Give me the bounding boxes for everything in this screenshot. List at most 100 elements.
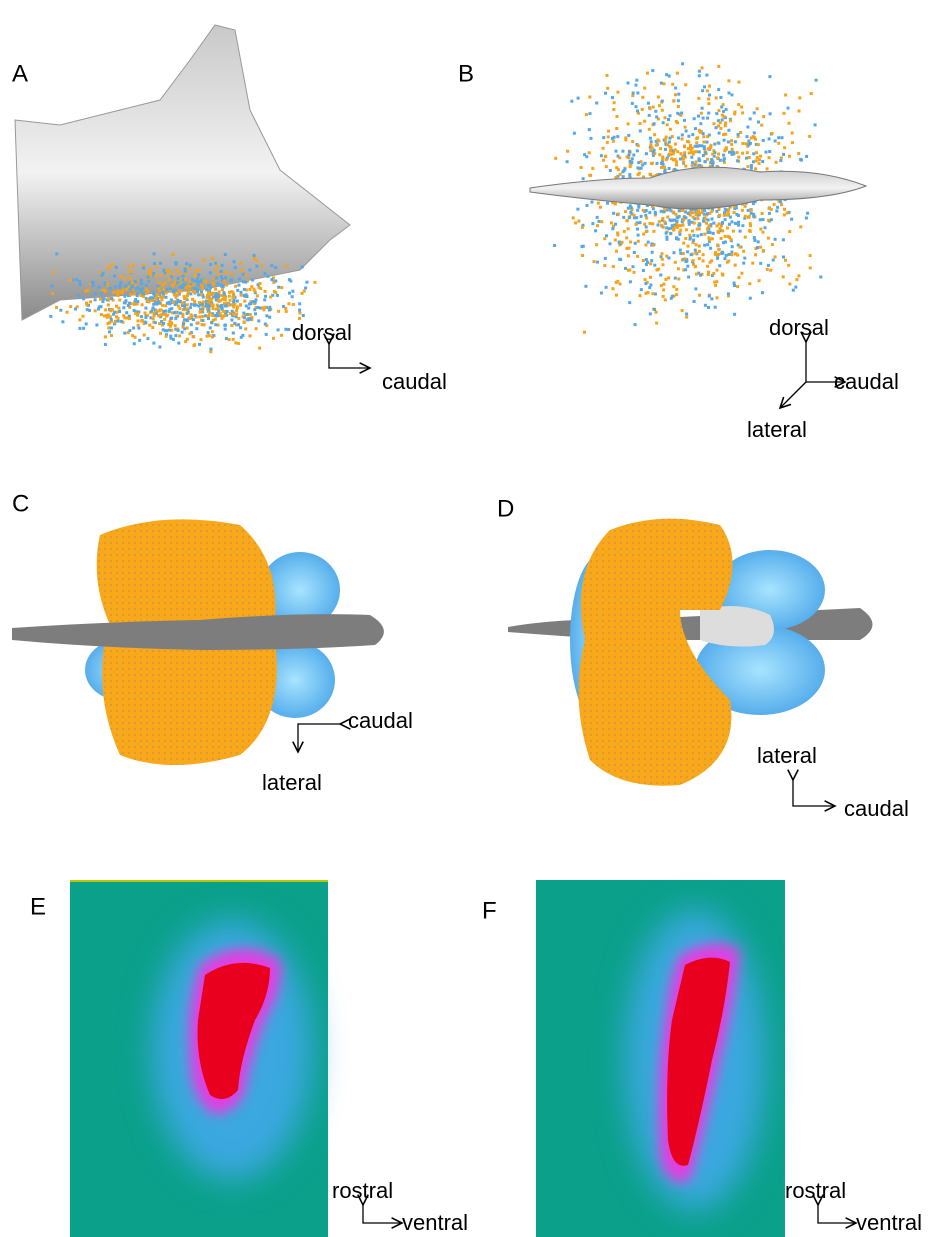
- point: [208, 311, 212, 315]
- point: [677, 277, 681, 281]
- point: [665, 254, 669, 258]
- point: [132, 326, 136, 330]
- point: [719, 126, 723, 130]
- point: [721, 229, 725, 233]
- point: [606, 86, 610, 90]
- point: [115, 291, 119, 295]
- point: [264, 294, 267, 298]
- point: [182, 294, 186, 298]
- point: [656, 117, 660, 121]
- point: [287, 328, 291, 331]
- point: [735, 151, 739, 155]
- point: [769, 268, 773, 272]
- point: [736, 134, 740, 138]
- point: [633, 241, 637, 245]
- point: [201, 287, 205, 291]
- point: [712, 221, 716, 225]
- point: [163, 317, 167, 321]
- point: [174, 293, 178, 297]
- point: [205, 295, 209, 299]
- point: [147, 300, 151, 304]
- point: [55, 305, 58, 309]
- point: [677, 92, 681, 96]
- point: [231, 312, 235, 316]
- point: [199, 293, 203, 297]
- point: [660, 218, 664, 222]
- point: [703, 303, 707, 307]
- point: [663, 116, 667, 120]
- point: [131, 263, 135, 267]
- point: [263, 322, 267, 326]
- point: [201, 300, 205, 304]
- point: [270, 264, 274, 268]
- point: [234, 284, 238, 288]
- point: [78, 318, 82, 322]
- point: [653, 152, 657, 156]
- point: [274, 279, 278, 283]
- point: [290, 295, 294, 299]
- point: [207, 298, 211, 301]
- point: [105, 282, 109, 286]
- point: [157, 286, 161, 290]
- point: [168, 302, 172, 306]
- point: [246, 279, 249, 283]
- point: [754, 142, 758, 146]
- point: [662, 210, 666, 214]
- point: [681, 252, 685, 255]
- point: [200, 278, 204, 282]
- point: [612, 224, 615, 228]
- point: [149, 268, 153, 272]
- point: [662, 282, 666, 286]
- point: [707, 306, 710, 309]
- direction-label: caudal: [834, 369, 899, 394]
- point: [183, 267, 187, 271]
- point: [729, 237, 733, 241]
- point: [651, 204, 654, 208]
- point: [589, 136, 593, 140]
- point: [142, 333, 146, 337]
- point: [215, 314, 219, 318]
- point: [696, 217, 700, 221]
- point: [686, 264, 690, 268]
- point: [224, 301, 228, 305]
- point: [738, 229, 742, 233]
- point: [695, 144, 699, 148]
- point: [200, 323, 204, 327]
- point: [257, 285, 261, 289]
- point: [225, 283, 228, 287]
- point: [254, 298, 258, 302]
- point: [110, 263, 114, 266]
- point: [134, 284, 138, 288]
- point: [679, 152, 683, 156]
- point: [691, 229, 694, 233]
- point: [159, 331, 162, 335]
- point: [239, 262, 243, 266]
- point: [725, 226, 729, 230]
- point: [717, 252, 721, 256]
- point: [248, 288, 252, 291]
- point: [645, 71, 649, 75]
- point: [799, 225, 803, 229]
- point: [724, 107, 728, 111]
- point: [637, 204, 641, 207]
- point: [684, 216, 688, 220]
- point: [95, 323, 99, 327]
- point: [722, 213, 726, 217]
- point: [702, 217, 706, 221]
- point: [734, 204, 738, 208]
- point: [219, 270, 223, 273]
- point: [749, 166, 753, 170]
- point: [225, 313, 229, 317]
- point: [229, 279, 233, 283]
- point: [777, 199, 781, 203]
- point: [223, 323, 227, 327]
- point: [224, 276, 227, 280]
- point: [697, 157, 701, 161]
- point: [699, 130, 703, 134]
- point: [201, 307, 205, 310]
- point: [140, 282, 144, 286]
- point: [695, 150, 698, 154]
- point: [119, 280, 123, 284]
- point: [653, 210, 657, 214]
- point: [565, 160, 569, 164]
